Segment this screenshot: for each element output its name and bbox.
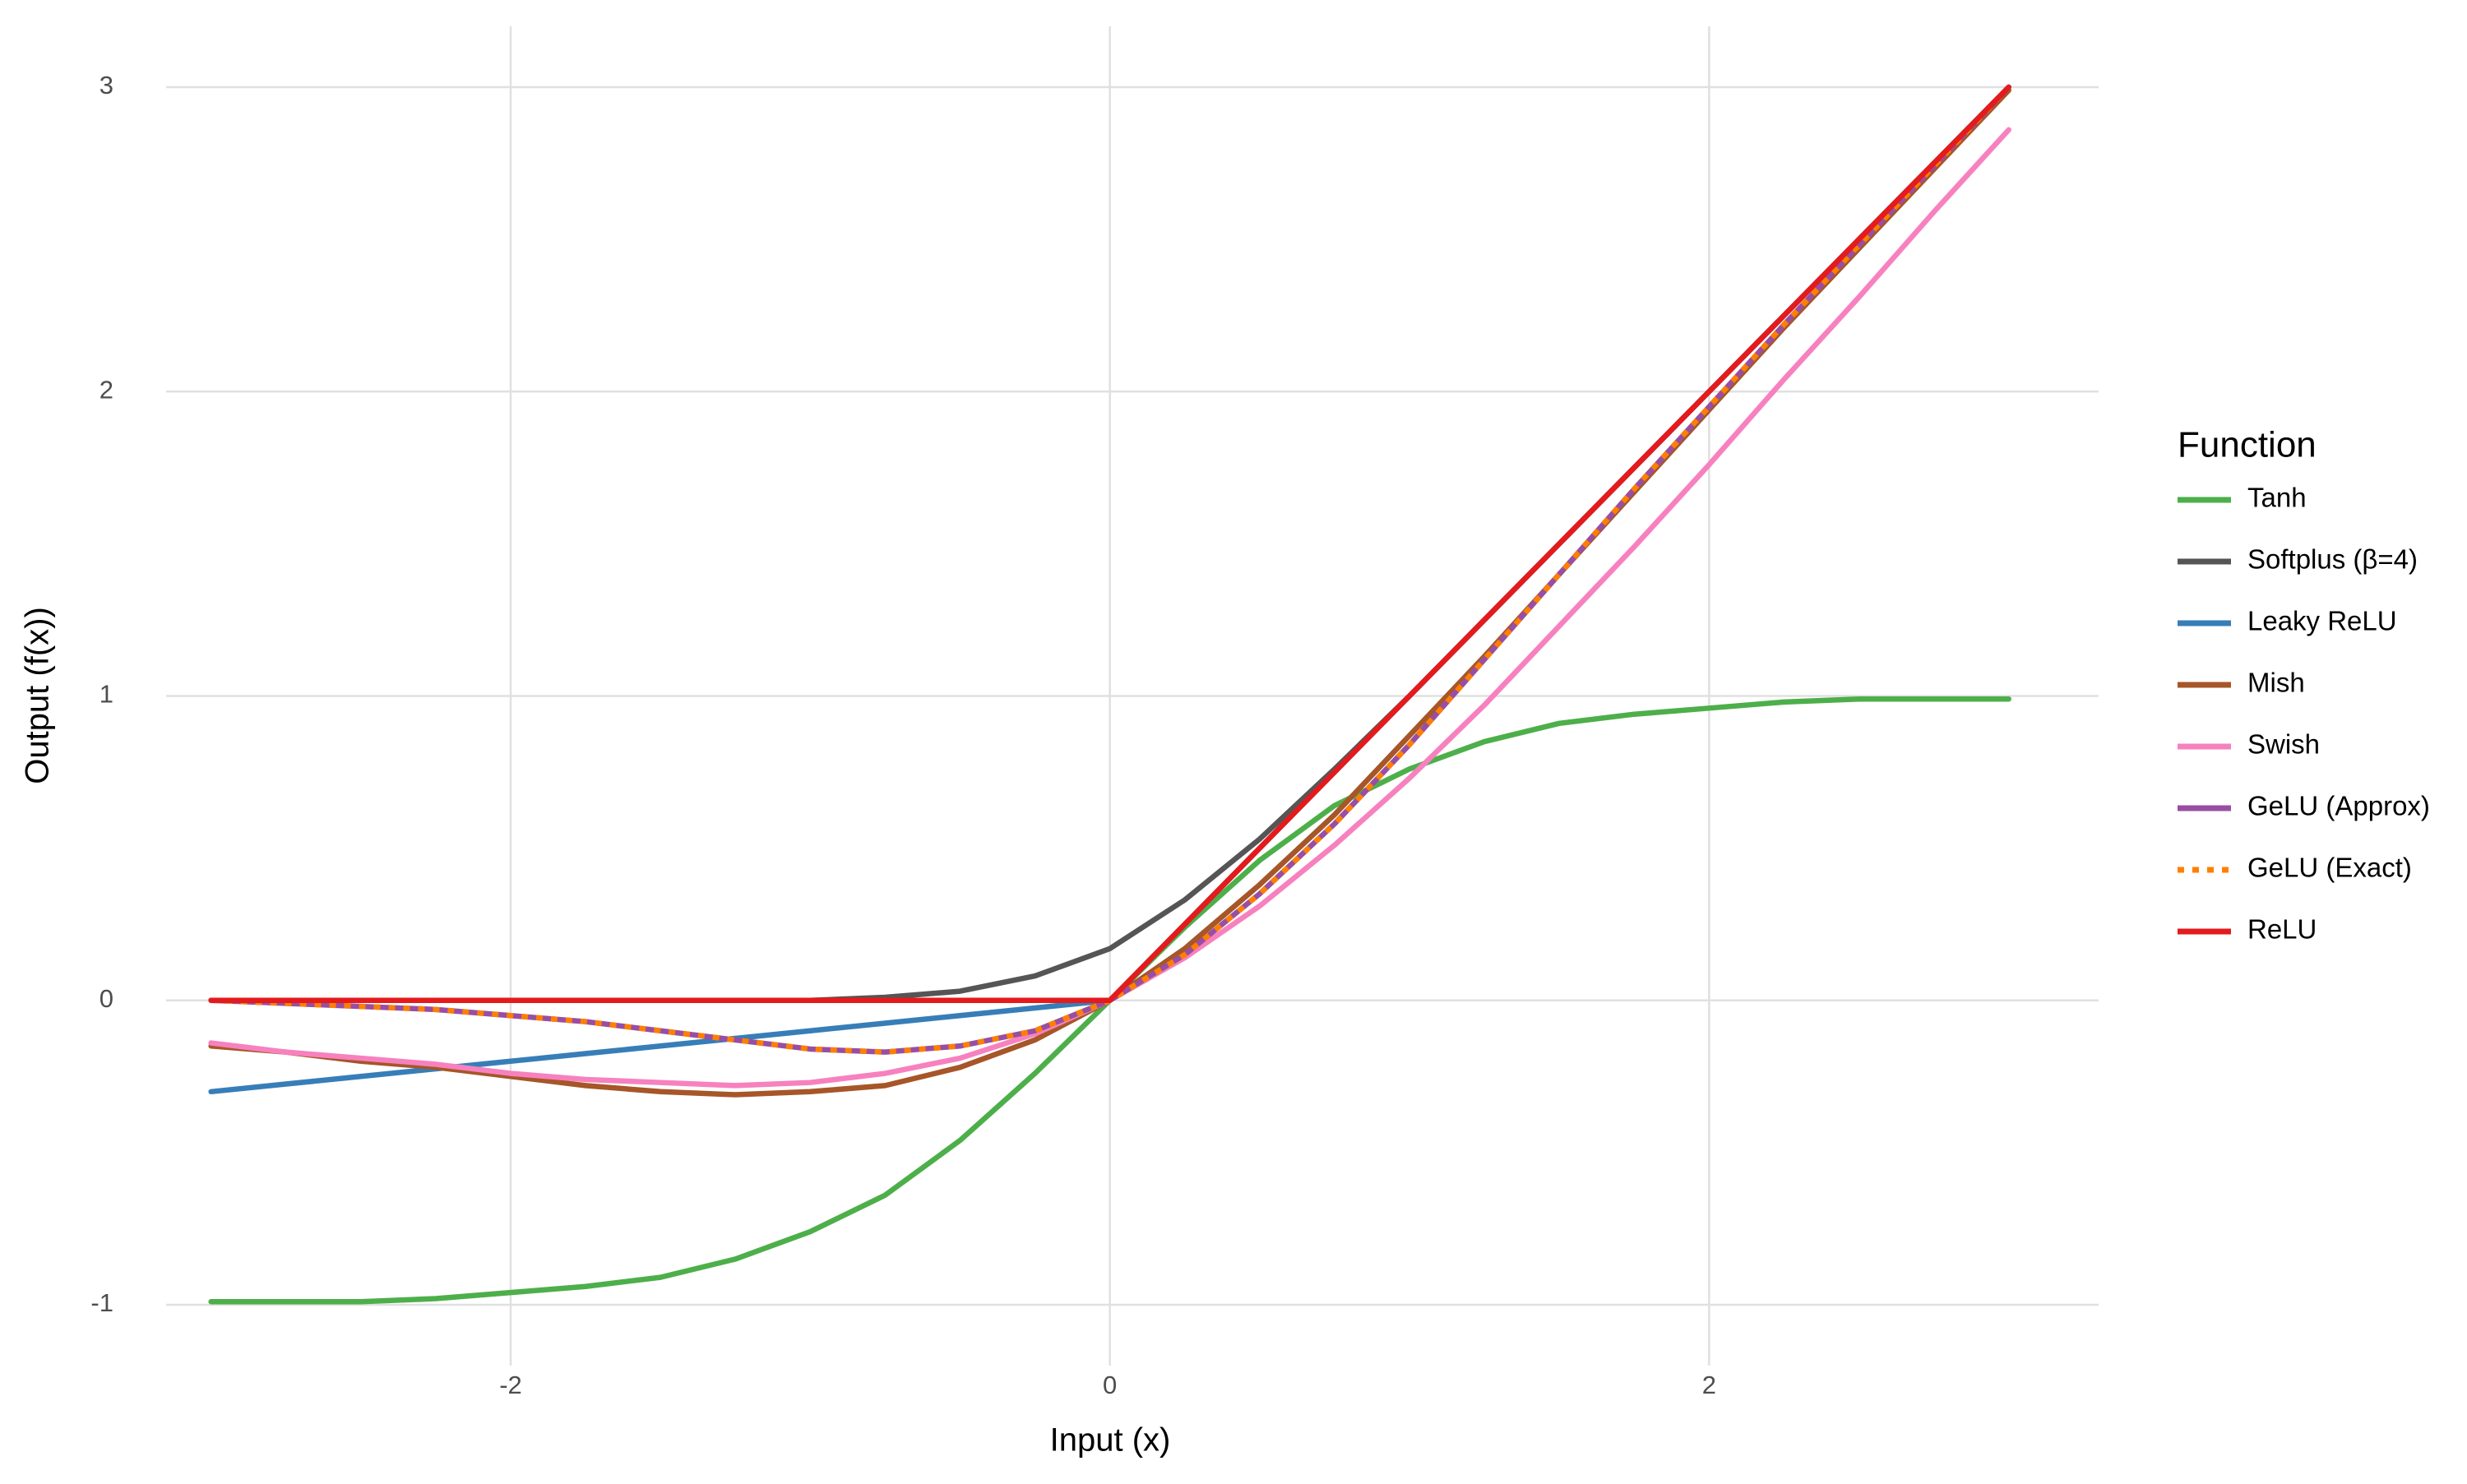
legend-label: GeLU (Approx) [2247, 791, 2430, 821]
x-tick-label: -2 [499, 1371, 522, 1399]
legend-label: ReLU [2247, 914, 2317, 945]
legend-label: Swish [2247, 729, 2320, 760]
x-tick-label: 0 [1103, 1371, 1117, 1399]
legend-label: Tanh [2247, 483, 2307, 513]
grid [166, 26, 2099, 1366]
legend-label: Mish [2247, 668, 2305, 698]
y-tick-label: 3 [100, 71, 113, 99]
x-axis-title: Input (x) [1050, 1422, 1171, 1459]
y-tick-label: -1 [90, 1288, 113, 1317]
legend: Function Tanh Softplus (β=4) Leaky ReLU Mis… [2178, 425, 2430, 945]
y-tick-label: 2 [100, 375, 113, 404]
legend-title: Function [2178, 425, 2317, 465]
y-tick-label: 0 [100, 984, 113, 1013]
y-axis-title: Output (f(x)) [20, 607, 56, 784]
series-line [208, 84, 2011, 1003]
legend-label: GeLU (Exact) [2247, 853, 2412, 883]
lines [208, 84, 2011, 1305]
x-tick-label: 2 [1702, 1371, 1716, 1399]
y-tick-label: 1 [100, 680, 113, 709]
legend-label: Softplus (β=4) [2247, 544, 2418, 575]
legend-label: Leaky ReLU [2247, 606, 2397, 636]
labels: Input (x) Output (f(x)) -1 0 1 2 3 -2 0 2 [20, 71, 1716, 1458]
